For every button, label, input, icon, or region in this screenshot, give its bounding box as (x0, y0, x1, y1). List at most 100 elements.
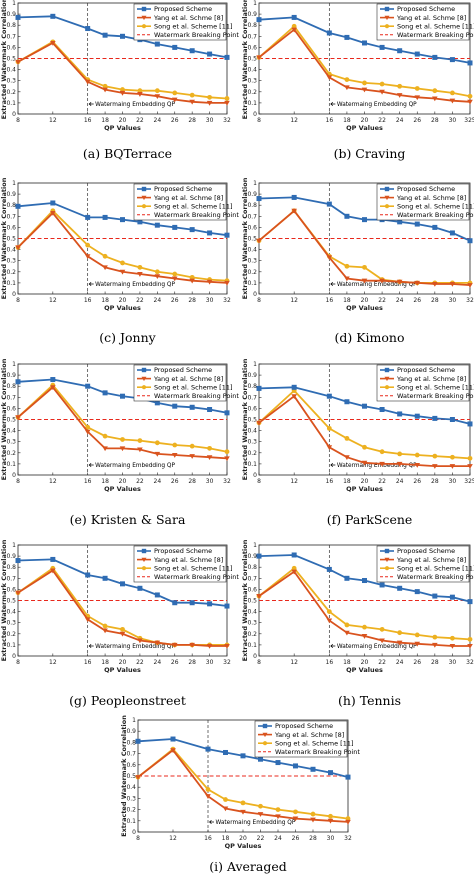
legend-box (376, 364, 470, 402)
x-tick-label: 16 (326, 297, 334, 304)
data-point-yang (327, 818, 334, 824)
x-axis-label: QP Values (346, 304, 383, 312)
data-point-yang (189, 99, 195, 105)
data-point-yang (137, 638, 143, 644)
y-tick-label: 0.4 (247, 67, 257, 74)
annotation-arrow (88, 281, 94, 287)
y-tick-label: 0.2 (247, 269, 257, 276)
data-point-proposed (223, 749, 228, 755)
data-point-yang (137, 92, 143, 97)
data-point-proposed (432, 224, 438, 230)
x-tick-label: 30 (449, 297, 457, 304)
y-tick-label: 0.8 (6, 22, 16, 29)
data-point-yang (84, 254, 91, 260)
y-tick-label: 0.4 (6, 67, 16, 74)
data-point-song (172, 442, 178, 448)
data-point-song (258, 803, 263, 809)
data-point-song (310, 811, 316, 817)
legend-marker (141, 15, 147, 21)
x-tick-label: 12 (290, 478, 298, 485)
legend-label: Song et al. Scheme [11] (397, 383, 474, 391)
y-tick-label: 0.9 (6, 11, 16, 18)
y-tick-label: 1 (12, 0, 16, 7)
x-tick-label: 16 (84, 117, 92, 124)
x-tick-label: 12 (290, 659, 298, 666)
x-tick-label: 16 (84, 659, 92, 666)
data-point-proposed (344, 575, 350, 581)
data-point-yang (414, 463, 421, 468)
x-tick-label: 12 (169, 835, 177, 842)
legend-marker (384, 557, 390, 563)
data-point-song (137, 438, 143, 443)
data-point-yang (154, 640, 161, 646)
data-point-song (172, 90, 178, 96)
x-tick-label: 26 (292, 835, 300, 842)
y-tick-label: 0 (253, 111, 257, 118)
x-axis-label: QP Values (104, 304, 141, 312)
data-point-song (291, 565, 297, 571)
x-tick-label: 8 (257, 478, 261, 485)
legend-label: Yang et al. Schme [8] (153, 194, 223, 202)
y-tick-label: 0.1 (247, 100, 257, 107)
legend-box (376, 545, 470, 583)
y-tick-label: 0.9 (247, 372, 257, 379)
x-tick-label: 22 (257, 835, 265, 842)
data-point-yang (291, 394, 297, 399)
x-tick-label: 8 (16, 659, 20, 666)
data-point-proposed (172, 44, 178, 50)
data-point-yang (310, 817, 316, 823)
y-tick-label: 0.6 (247, 586, 257, 593)
data-point-yang (224, 644, 230, 649)
legend-marker (141, 24, 147, 29)
x-tick-label: 22 (136, 117, 144, 124)
data-point-proposed (224, 54, 230, 60)
y-tick-label: 0.1 (6, 280, 16, 287)
data-point-song (362, 80, 367, 86)
x-tick-label: 12 (49, 659, 57, 666)
legend-marker (262, 732, 268, 738)
legend-label: Yang et al. Schme [8] (396, 556, 466, 564)
x-tick-label: 22 (136, 659, 144, 666)
y-tick-label: 0.5 (247, 417, 257, 424)
x-tick-label: 24 (154, 478, 162, 485)
data-point-yang (344, 276, 350, 282)
y-tick-label: 0.9 (6, 191, 16, 198)
y-tick-label: 0.9 (247, 11, 257, 18)
data-point-yang (205, 794, 211, 799)
y-tick-label: 0.4 (126, 784, 136, 791)
data-point-song (120, 260, 125, 266)
legend-label: Proposed Scheme (397, 366, 455, 374)
annotation-text: Watermaing Embedding QP (337, 644, 417, 650)
x-tick-label: 30 (206, 478, 214, 485)
legend-box (133, 364, 227, 402)
data-point-proposed (344, 34, 350, 40)
data-point-yang (414, 641, 421, 647)
data-point-song (397, 451, 403, 457)
data-point-song (414, 452, 420, 458)
data-point-yang (224, 456, 230, 462)
data-point-song (450, 90, 455, 96)
data-point-song (432, 453, 438, 459)
y-tick-label: 0.2 (247, 89, 257, 96)
data-point-yang (137, 272, 143, 277)
data-point-yang (137, 447, 143, 453)
x-tick-label: 18 (343, 659, 351, 666)
annotation-text: Watermaing Embedding QP (337, 282, 417, 288)
data-point-yang (154, 274, 161, 280)
data-point-song (85, 242, 91, 248)
y-tick-label: 0 (253, 472, 257, 479)
data-point-yang (292, 816, 299, 822)
legend-label: Proposed Scheme (154, 5, 212, 13)
data-point-song (326, 425, 332, 431)
data-point-proposed (207, 230, 213, 236)
data-point-yang (432, 96, 438, 102)
data-point-song (223, 797, 228, 802)
data-point-yang (449, 282, 456, 287)
y-tick-label: 0.1 (6, 461, 16, 468)
panel-caption: (b) Craving (334, 146, 406, 161)
x-axis-label: QP Values (346, 485, 383, 493)
data-point-yang (15, 590, 21, 596)
legend-label: Yang et al. Schme [8] (396, 194, 466, 202)
data-point-yang (15, 415, 21, 421)
data-point-song (172, 271, 178, 277)
